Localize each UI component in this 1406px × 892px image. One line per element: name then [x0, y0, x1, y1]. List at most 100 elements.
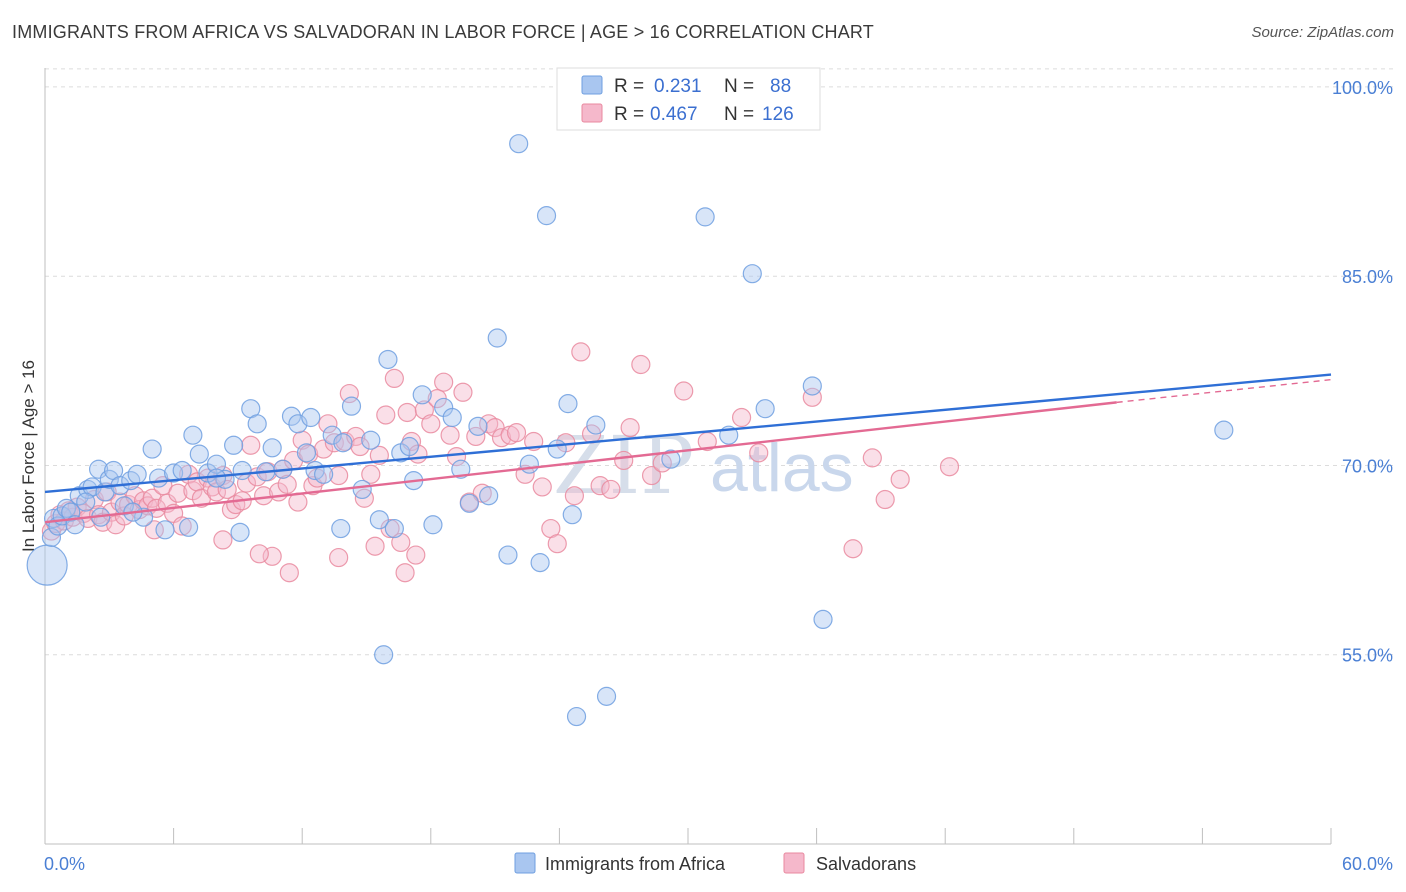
- data-point: [61, 502, 81, 522]
- data-point: [189, 444, 209, 464]
- legend-r-value-africa: 0.231: [654, 76, 702, 97]
- data-point: [26, 544, 68, 586]
- data-point: [384, 518, 404, 539]
- data-point: [247, 414, 267, 434]
- data-point: [213, 530, 233, 550]
- data-point: [674, 381, 694, 401]
- legend-r-label-africa: R =: [614, 76, 644, 97]
- trend-line: [44, 373, 1332, 494]
- legend-r-label-salvadorans: R =: [614, 104, 644, 125]
- data-point: [352, 479, 372, 500]
- data-point: [564, 486, 585, 506]
- data-point: [331, 518, 351, 539]
- data-point: [661, 449, 681, 469]
- data-point: [341, 396, 362, 416]
- legend-n-value-africa: 88: [770, 76, 791, 97]
- bottom-legend-label-africa: Immigrants from Africa: [545, 854, 726, 874]
- data-point: [333, 433, 353, 453]
- data-point: [530, 553, 550, 573]
- data-point: [519, 454, 539, 474]
- x-tick-label-0: 0.0%: [44, 854, 85, 874]
- legend-n-value-salvadorans: 126: [762, 104, 794, 125]
- data-point: [318, 414, 338, 434]
- data-point: [641, 465, 662, 486]
- data-point: [434, 372, 454, 392]
- legend-swatch-africa: [581, 75, 603, 95]
- data-point: [558, 394, 578, 414]
- bottom-legend-label-salvadorans: Salvadorans: [816, 854, 916, 874]
- trend-lines: [44, 373, 1332, 524]
- y-tick-label: 55.0%: [1342, 646, 1393, 666]
- data-point: [361, 430, 381, 450]
- data-point: [614, 450, 634, 471]
- trend-line-extension: [1116, 378, 1332, 404]
- y-tick-label: 70.0%: [1342, 456, 1393, 476]
- data-point: [329, 465, 349, 486]
- y-tick-labels: 55.0% 70.0% 85.0% 100.0%: [1332, 78, 1393, 666]
- data-point: [361, 464, 381, 484]
- bottom-legend-swatch-salvadorans: [783, 852, 805, 874]
- data-point: [365, 536, 385, 556]
- data-point: [742, 264, 762, 284]
- data-point: [532, 477, 552, 497]
- data-point: [224, 435, 244, 455]
- data-point: [586, 415, 606, 435]
- data-point: [406, 545, 426, 565]
- data-point: [41, 527, 62, 547]
- data-point: [412, 385, 432, 405]
- data-point: [487, 328, 507, 348]
- data-point: [329, 547, 349, 568]
- data-point: [421, 414, 441, 434]
- legend-n-label-salvadorans: N =: [724, 104, 754, 125]
- data-point: [322, 425, 342, 445]
- data-point: [536, 206, 557, 226]
- data-point: [498, 545, 518, 565]
- watermark: ZIP atlas: [553, 419, 854, 512]
- data-point: [479, 486, 499, 506]
- data-point: [142, 439, 162, 459]
- data-point: [802, 376, 822, 396]
- data-point: [596, 686, 617, 706]
- data-point: [378, 349, 398, 370]
- data-point: [144, 520, 164, 540]
- data-point: [813, 609, 833, 630]
- data-point: [399, 436, 419, 457]
- trend-line: [44, 401, 1117, 524]
- y-axis-label: In Labor Force | Age > 16: [19, 360, 38, 552]
- data-point: [277, 474, 297, 494]
- data-point: [875, 489, 895, 510]
- data-point: [695, 207, 715, 227]
- data-point: [802, 387, 822, 407]
- data-point: [395, 563, 415, 583]
- data-point: [620, 418, 640, 438]
- data-point: [241, 435, 261, 455]
- data-point: [206, 454, 227, 474]
- data-point: [301, 407, 321, 428]
- data-point: [446, 447, 467, 467]
- data-point: [862, 448, 882, 468]
- data-point: [384, 368, 404, 388]
- data-point: [172, 460, 192, 481]
- source-label: Source: ZipAtlas.com: [1251, 24, 1394, 41]
- bottom-legend-swatch-africa: [514, 852, 536, 874]
- data-point: [562, 505, 582, 525]
- data-point: [442, 407, 462, 428]
- data-point: [1214, 420, 1234, 440]
- data-point: [843, 539, 863, 559]
- bottom-legend: Immigrants from Africa Salvadorans: [514, 852, 916, 874]
- data-point: [459, 493, 479, 513]
- data-point: [374, 645, 394, 665]
- data-point: [397, 402, 417, 423]
- data-point: [183, 425, 203, 445]
- data-point: [155, 520, 175, 540]
- data-point: [76, 492, 96, 512]
- data-point: [376, 405, 396, 425]
- grid-lines: [45, 68, 1393, 656]
- data-point: [755, 399, 775, 419]
- data-point: [168, 483, 188, 503]
- chart-title: IMMIGRANTS FROM AFRICA VS SALVADORAN IN …: [12, 22, 874, 42]
- data-point: [890, 469, 910, 489]
- data-point: [939, 457, 960, 477]
- data-point: [249, 544, 269, 564]
- data-point: [509, 134, 529, 154]
